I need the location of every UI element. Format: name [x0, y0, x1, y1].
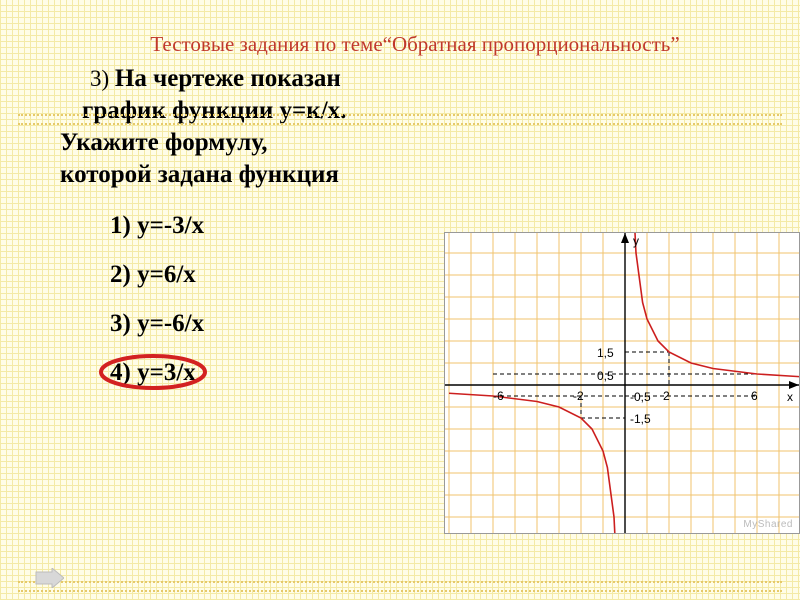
svg-text:-0,5: -0,5	[630, 390, 651, 404]
slide: Тестовые задания по теме“Обратная пропор…	[0, 0, 800, 600]
svg-text:y: y	[633, 234, 639, 248]
option-3-label: 3) у=-6/х	[110, 310, 204, 337]
option-4-label: 4) у=3/х	[110, 359, 196, 386]
svg-text:6: 6	[751, 389, 758, 403]
svg-text:2: 2	[663, 389, 670, 403]
watermark: MyShared	[743, 519, 793, 530]
question-line-4: которой задана функция	[60, 161, 339, 188]
svg-text:x: x	[787, 390, 793, 404]
svg-text:1,5: 1,5	[597, 346, 614, 360]
question-lead: На чертеже показан	[115, 65, 341, 92]
question-text: 3) На чертеже показан график функции у=к…	[60, 63, 770, 191]
svg-text:-2: -2	[573, 389, 584, 403]
svg-text:0,5: 0,5	[597, 369, 614, 383]
page-title: Тестовые задания по теме“Обратная пропор…	[60, 32, 770, 57]
option-2-label: 2) у=6/х	[110, 261, 196, 288]
chart-svg: -6 -2 2 6 1,5 0,5 -0,5 -1,5 y x	[445, 233, 799, 533]
svg-text:-1,5: -1,5	[630, 412, 651, 426]
chart: -6 -2 2 6 1,5 0,5 -0,5 -1,5 y x MyShared	[444, 232, 800, 534]
option-1-label: 1) у=-3/х	[110, 212, 204, 239]
next-arrow-icon[interactable]	[34, 568, 64, 588]
question-line-2: график функции у=к/х.	[82, 97, 346, 124]
question-line-3: Укажите формулу,	[60, 129, 267, 156]
svg-text:-6: -6	[493, 389, 504, 403]
question-prefix: 3)	[90, 66, 115, 91]
